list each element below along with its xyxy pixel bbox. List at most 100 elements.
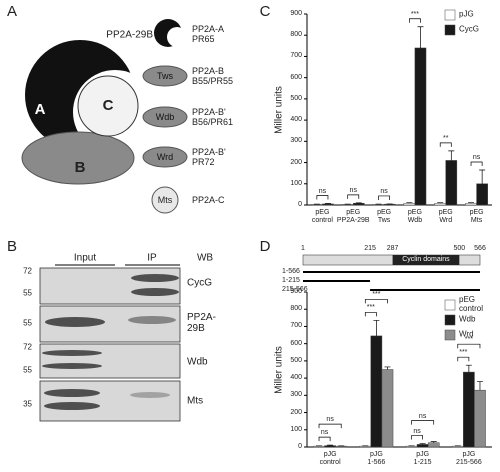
significance-label: ns [320, 429, 329, 437]
subunit-label: B [74, 158, 86, 176]
legend-label: Wrd [459, 329, 474, 339]
y-tick-label: 100 [290, 425, 302, 433]
y-tick-label: 300 [290, 391, 302, 399]
subunit-desc: PP2A-C [192, 195, 225, 206]
y-tick-label: 400 [290, 374, 302, 382]
significance-label: ns [472, 154, 481, 162]
y-tick-label: 600 [290, 339, 302, 347]
bar [416, 444, 429, 448]
blot [39, 380, 181, 422]
significance-label: ns [318, 187, 327, 195]
band [130, 392, 170, 398]
bar [370, 335, 383, 448]
significance-bracket [347, 194, 360, 199]
bar [434, 203, 446, 206]
bar [476, 183, 488, 206]
error-bar [479, 169, 486, 184]
x-tick-label: pJG control [319, 451, 341, 466]
bar [474, 389, 486, 448]
x-tick-label: pJG 215-566 [456, 451, 482, 466]
blot-label: PP2A- 29B [187, 312, 216, 334]
bar [403, 203, 416, 206]
subunit-desc: PP2A-B' B56/PR61 [192, 107, 234, 127]
band [44, 402, 100, 410]
subunit-label: C [102, 96, 114, 114]
significance-bracket [364, 299, 388, 304]
significance-bracket [318, 436, 331, 442]
legend-swatch [444, 9, 456, 21]
bar [445, 160, 458, 206]
x-tick-label: pEG control [311, 209, 333, 224]
subunit-name: Wrd [156, 152, 174, 163]
mw-marker: 55 [23, 318, 32, 328]
legend-label: pJG [459, 9, 474, 19]
error-bar [417, 26, 424, 48]
y-tick-label: 900 [290, 288, 302, 296]
significance-label: *** [366, 304, 375, 312]
bar [427, 442, 440, 448]
blot [39, 267, 181, 305]
significance-label: ns [418, 412, 427, 420]
x-tick-label: pEG Tws [377, 209, 392, 224]
y-axis-label: Miller units [273, 345, 285, 394]
error-bar [373, 320, 380, 336]
significance-bracket [470, 161, 483, 166]
bar [313, 445, 325, 448]
icon-mts [151, 186, 179, 214]
significance-label: *** [464, 336, 473, 344]
bar [322, 203, 334, 206]
y-tick-label: 800 [290, 305, 302, 313]
protein-bar [302, 254, 481, 266]
y-axis-label: Miller units [273, 85, 285, 134]
mw-marker: 35 [23, 399, 32, 409]
construct-label: 1-566 [282, 268, 300, 276]
subunit-name: Mts [157, 195, 173, 206]
legend-swatch [444, 314, 456, 326]
legend-label: pEG control [459, 295, 484, 313]
bar [465, 203, 477, 206]
x-tick-label: pJG 1-566 [367, 451, 386, 466]
error-bar [327, 444, 334, 446]
legend-swatch [444, 24, 456, 36]
panel-letter: B [6, 237, 18, 255]
significance-label: ns [380, 188, 388, 196]
bar [353, 203, 365, 206]
band [45, 317, 105, 327]
subunit-name: Tws [156, 71, 174, 82]
blot [39, 343, 181, 379]
mw-marker: 55 [23, 288, 32, 298]
subunit-desc: PP2A-B' PR72 [192, 147, 226, 167]
legend-label: Wdb [459, 314, 476, 324]
y-tick-label: 500 [290, 357, 302, 365]
mw-marker: 72 [23, 266, 32, 276]
significance-bracket [457, 356, 470, 362]
error-bar [384, 366, 391, 370]
subunit-desc: PP2A-B B55/PR55 [192, 66, 234, 86]
subunit-label: A [34, 100, 46, 118]
icon-wdb [142, 106, 188, 128]
subunit-b [21, 131, 135, 185]
y-tick-label: 0 [298, 201, 302, 209]
residue-label: 500 [453, 245, 466, 253]
error-bar [448, 150, 455, 161]
y-tick-label: 200 [290, 158, 302, 166]
band [128, 316, 176, 324]
y-tick-label: 800 [290, 31, 302, 39]
bar [405, 445, 418, 448]
blot-column: WB [196, 252, 214, 264]
y-tick-label: 500 [290, 95, 302, 103]
bar [335, 445, 348, 448]
subunit-name: PP2A-29B [106, 29, 153, 41]
residue-label: 1 [301, 245, 305, 253]
error-bar [476, 381, 483, 391]
error-bar [465, 364, 472, 373]
x-tick-label: pEG PP2A-29B [336, 209, 370, 224]
legend-swatch [444, 299, 456, 311]
bar [324, 445, 336, 448]
mw-marker: 55 [23, 365, 32, 375]
significance-bracket [378, 195, 390, 200]
icon-wrd [142, 146, 188, 168]
y-tick-label: 600 [290, 73, 302, 81]
band [131, 274, 179, 282]
